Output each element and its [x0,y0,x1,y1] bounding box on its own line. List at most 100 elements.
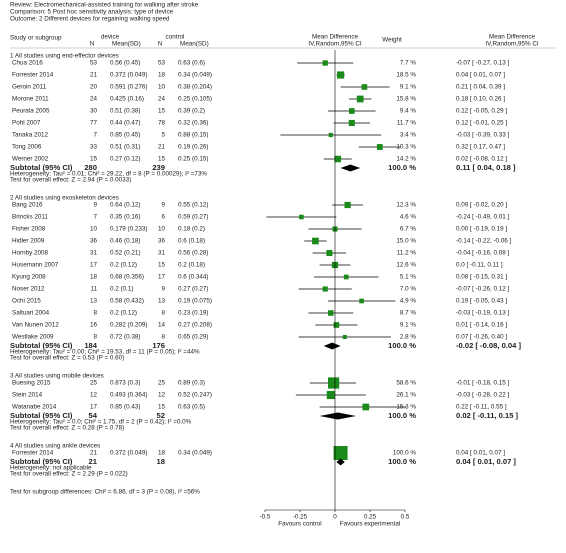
subtotal-ci: 0.11 [ 0.04, 0.18 ] [456,163,516,172]
weight: 15.3 % [396,404,416,411]
weight: 7.7 % [400,60,417,67]
study-name: Buesing 2015 [12,380,51,387]
subtotal-control-n: 239 [152,163,165,172]
effect-square [342,334,347,340]
device-mean: 0.2 (0.12) [110,262,137,269]
weight: 9.4 % [400,108,417,115]
ci-label: 0.12 [ -0.01, 0.25 ] [456,120,507,127]
subtotal-device-n: 54 [89,411,98,420]
study-name: Forrester 2014 [12,450,54,457]
effect-square [359,298,364,304]
weight: 5.1 % [400,274,417,281]
weight: 12.3 % [396,202,416,209]
group-title: 1 All studies using end-effector devices [10,53,119,60]
study-name: Kyung 2008 [12,274,46,281]
study-name: Hornby 2008 [12,250,49,257]
study-name: Fisher 2008 [12,226,46,233]
group-title: 3 All studies using mobile devices [10,373,104,380]
heterogeneity: Heterogeneity: Tau² = 0.0; Chi² = 1.75, … [10,419,192,426]
device-mean: 0.179 (0.233) [110,226,147,233]
effect-square [348,108,355,114]
control-mean: 0.6 (0.18) [178,238,205,245]
device-n: 25 [90,380,98,387]
control-mean: 0.63 (0.5) [178,404,205,411]
effect-square [328,132,333,138]
column-header: Weight [382,37,402,44]
column-header: control [166,34,185,41]
device-n: 17 [90,262,98,269]
control-n: 15 [158,404,166,411]
control-mean: 0.34 (0.049) [178,72,212,79]
effect-square [312,237,319,245]
weight: 9.1 % [400,84,417,91]
device-mean: 0.51 (0.31) [110,144,140,151]
weight: 14.2 % [396,156,416,163]
subtotal-device-n: 184 [84,341,97,350]
study-name: Van Nunen 2012 [12,322,59,329]
device-mean: 0.493 (0.364) [110,392,147,399]
effect-square [322,60,328,66]
device-n: 17 [90,404,98,411]
ci-label: 0.04 [ 0.01, 0.07 ] [456,450,505,457]
device-n: 16 [90,322,98,329]
weight: 12.6 % [396,262,416,269]
control-n: 10 [158,226,166,233]
effect-square [333,446,348,460]
favours-right: Favours experimental [340,521,401,528]
control-mean: 0.19 (0.075) [178,298,212,305]
control-n: 10 [158,84,166,91]
effect-square [343,274,349,280]
control-mean: 0.52 (0.247) [178,392,212,399]
device-n: 7 [93,132,97,139]
weight: 26.1 % [396,392,416,399]
ci-label: 0.04 [ 0.01, 0.07 ] [456,72,505,79]
control-mean: 0.56 (0.28) [178,250,208,257]
weight: 3.4 % [400,132,417,139]
effect-square [326,249,333,257]
control-mean: 0.39 (0.2) [178,108,205,115]
ci-label: 0.01 [ -0.14, 0.16 ] [456,322,507,329]
column-header: Mean Difference [489,34,536,41]
effect-square [334,155,342,163]
study-name: Chua 2016 [12,60,43,67]
effect-square [344,201,351,209]
control-n: 18 [158,450,166,457]
control-mean: 0.27 (0.208) [178,322,212,329]
weight: 8.7 % [400,310,417,317]
control-n: 6 [161,214,165,221]
control-mean: 0.25 (0.105) [178,96,212,103]
ci-label: 0.00 [ -0.19, 0.19 ] [456,226,507,233]
device-n: 31 [90,250,98,257]
device-mean: 0.372 (0.049) [110,450,147,457]
control-n: 17 [158,274,166,281]
effect-square [322,286,328,292]
device-mean: 0.58 (0.432) [110,298,144,305]
comparison: Comparison: 5 Post hoc sensitivity analy… [10,9,174,16]
x-tick-label: 0 [333,514,337,521]
control-mean: 0.18 (0.2) [178,226,205,233]
ci-label: -0.01 [ -0.18, 0.15 ] [456,380,509,387]
column-header: N [158,41,163,48]
study-name: Tong 2006 [12,144,42,151]
device-mean: 0.27 (0.12) [110,156,140,163]
device-n: 10 [90,226,98,233]
weight: 10.3 % [396,144,416,151]
device-mean: 0.282 (0.209) [110,322,147,329]
subtotal-label: Subtotal (95% CI) [10,411,73,420]
control-mean: 0.34 (0.049) [178,450,212,457]
ci-label: -0.03 [ -0.39, 0.33 ] [456,132,509,139]
ci-label: 0.08 [ -0.15, 0.31 ] [456,274,507,281]
weight: 6.7 % [400,226,417,233]
device-n: 77 [90,120,98,127]
overall-effect: Test for overall effect: Z = 2.29 (P = 0… [10,471,128,478]
device-mean: 0.85 (0.45) [110,132,140,139]
device-n: 30 [90,108,98,115]
control-n: 5 [161,132,165,139]
column-header: IV,Random,95% CI [308,41,362,48]
ci-label: -0.03 [ -0.28, 0.22 ] [456,392,509,399]
column-header: Mean Difference [312,34,359,41]
control-mean: 0.88 (0.15) [178,132,208,139]
device-n: 20 [90,84,98,91]
study-name: Tanaka 2012 [12,132,49,139]
weight: 11.2 % [397,250,417,257]
